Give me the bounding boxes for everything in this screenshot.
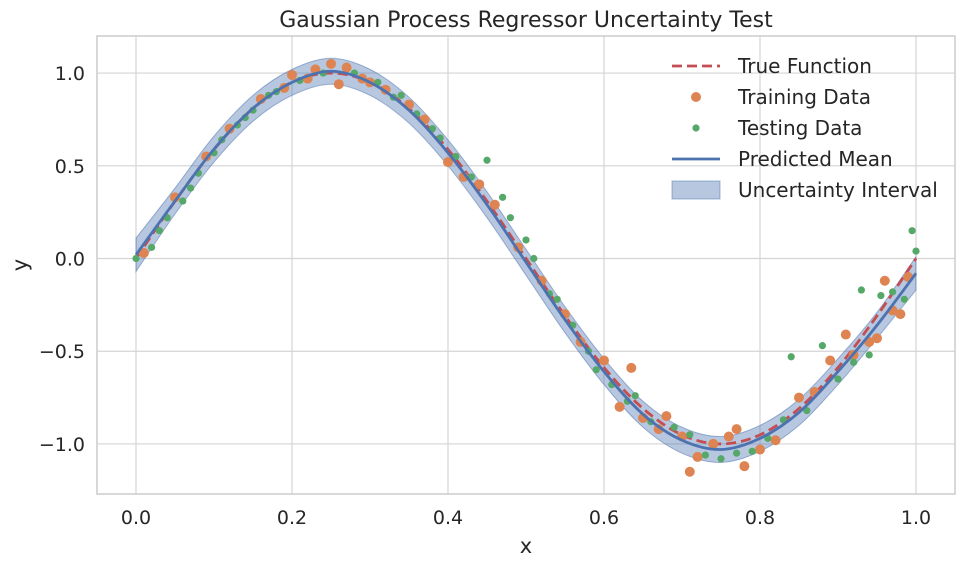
legend-item: Training Data xyxy=(691,85,871,109)
testing-point xyxy=(670,423,678,431)
training-point xyxy=(840,329,851,340)
y-axis-label: y xyxy=(8,259,32,271)
testing-point xyxy=(900,295,908,303)
testing-point xyxy=(132,254,140,263)
testing-point xyxy=(717,455,725,463)
testing-point xyxy=(553,295,561,303)
testing-point xyxy=(179,197,187,205)
training-point xyxy=(341,62,352,73)
training-point xyxy=(653,424,664,435)
testing-point xyxy=(148,243,156,251)
y-tick-labels: −1.0 −0.5 0.0 0.5 1.0 xyxy=(39,63,85,456)
legend-item: True Function xyxy=(672,54,872,78)
training-point xyxy=(739,461,750,472)
training-point xyxy=(489,199,500,210)
training-point xyxy=(731,424,742,435)
testing-point xyxy=(701,451,710,459)
x-tick-label: 0.6 xyxy=(589,507,619,529)
training-point xyxy=(723,431,734,442)
legend-item: Predicted Mean xyxy=(672,147,893,171)
testing-point xyxy=(686,431,694,439)
x-tick-label: 0.8 xyxy=(745,507,775,529)
legend-item: Testing Data xyxy=(692,116,862,140)
testing-point xyxy=(912,247,920,255)
legend-swatch xyxy=(692,124,700,132)
training-point xyxy=(326,58,336,69)
testing-point xyxy=(850,358,858,366)
testing-point xyxy=(818,342,827,350)
testing-point xyxy=(530,254,538,263)
y-tick-label: 0.5 xyxy=(55,156,85,178)
training-point xyxy=(224,123,235,134)
testing-point xyxy=(187,184,195,192)
testing-point xyxy=(748,447,756,455)
predicted-mean-line xyxy=(134,69,918,451)
training-point xyxy=(879,275,890,286)
training-point xyxy=(474,179,485,190)
y-tick-label: −0.5 xyxy=(39,341,85,363)
predicted-mean-path xyxy=(134,69,918,451)
training-point xyxy=(872,333,882,344)
testing-point xyxy=(889,288,897,296)
training-point xyxy=(794,392,804,403)
testing-point xyxy=(834,375,842,383)
testing-point xyxy=(499,193,507,201)
legend-item: Uncertainty Interval xyxy=(671,178,938,202)
x-tick-label: 0.2 xyxy=(277,507,307,529)
testing-point xyxy=(397,91,405,99)
training-point xyxy=(626,362,637,373)
testing-point xyxy=(483,156,491,164)
training-point xyxy=(755,444,765,455)
training-point xyxy=(287,69,297,80)
legend: True Function Training Data Testing Data Pr… xyxy=(671,54,938,202)
legend-label: True Function xyxy=(737,54,872,78)
chart-title: Gaussian Process Regressor Uncertainty T… xyxy=(279,8,773,33)
x-tick-label: 1.0 xyxy=(901,507,931,529)
testing-point xyxy=(631,392,639,400)
x-tick-label: 0.4 xyxy=(433,507,463,529)
training-point xyxy=(770,435,781,446)
training-point xyxy=(443,157,453,168)
testing-point xyxy=(522,236,530,244)
legend-swatch xyxy=(671,180,721,200)
testing-point xyxy=(865,351,873,359)
y-tick-label: 1.0 xyxy=(55,63,85,85)
training-point xyxy=(614,401,625,412)
testing-point xyxy=(908,227,916,235)
legend-label: Testing Data xyxy=(737,116,862,140)
x-tick-labels: 0.0 0.2 0.4 0.6 0.8 1.0 xyxy=(121,507,931,529)
legend-label: Training Data xyxy=(737,85,871,109)
testing-point xyxy=(787,353,795,361)
legend-label: Predicted Mean xyxy=(738,147,893,171)
training-point xyxy=(684,466,695,477)
testing-point xyxy=(877,291,885,300)
testing-point xyxy=(592,366,600,374)
training-point xyxy=(661,411,672,422)
training-point xyxy=(138,247,149,258)
x-tick-label: 0.0 xyxy=(121,507,151,529)
testing-point xyxy=(506,214,514,222)
axes-frame xyxy=(96,35,956,495)
training-point xyxy=(825,355,836,366)
testing-point xyxy=(733,449,741,457)
training-point xyxy=(333,79,344,90)
training-point xyxy=(708,438,719,449)
testing-point xyxy=(857,286,866,294)
legend-swatch xyxy=(691,92,701,102)
y-tick-label: −1.0 xyxy=(39,434,85,456)
training-point xyxy=(599,355,609,366)
training-point xyxy=(692,451,703,462)
training-point xyxy=(895,309,906,320)
x-axis-label: x xyxy=(520,534,532,558)
testing-point xyxy=(155,227,163,235)
y-tick-label: 0.0 xyxy=(55,249,85,271)
legend-label: Uncertainty Interval xyxy=(738,178,938,202)
